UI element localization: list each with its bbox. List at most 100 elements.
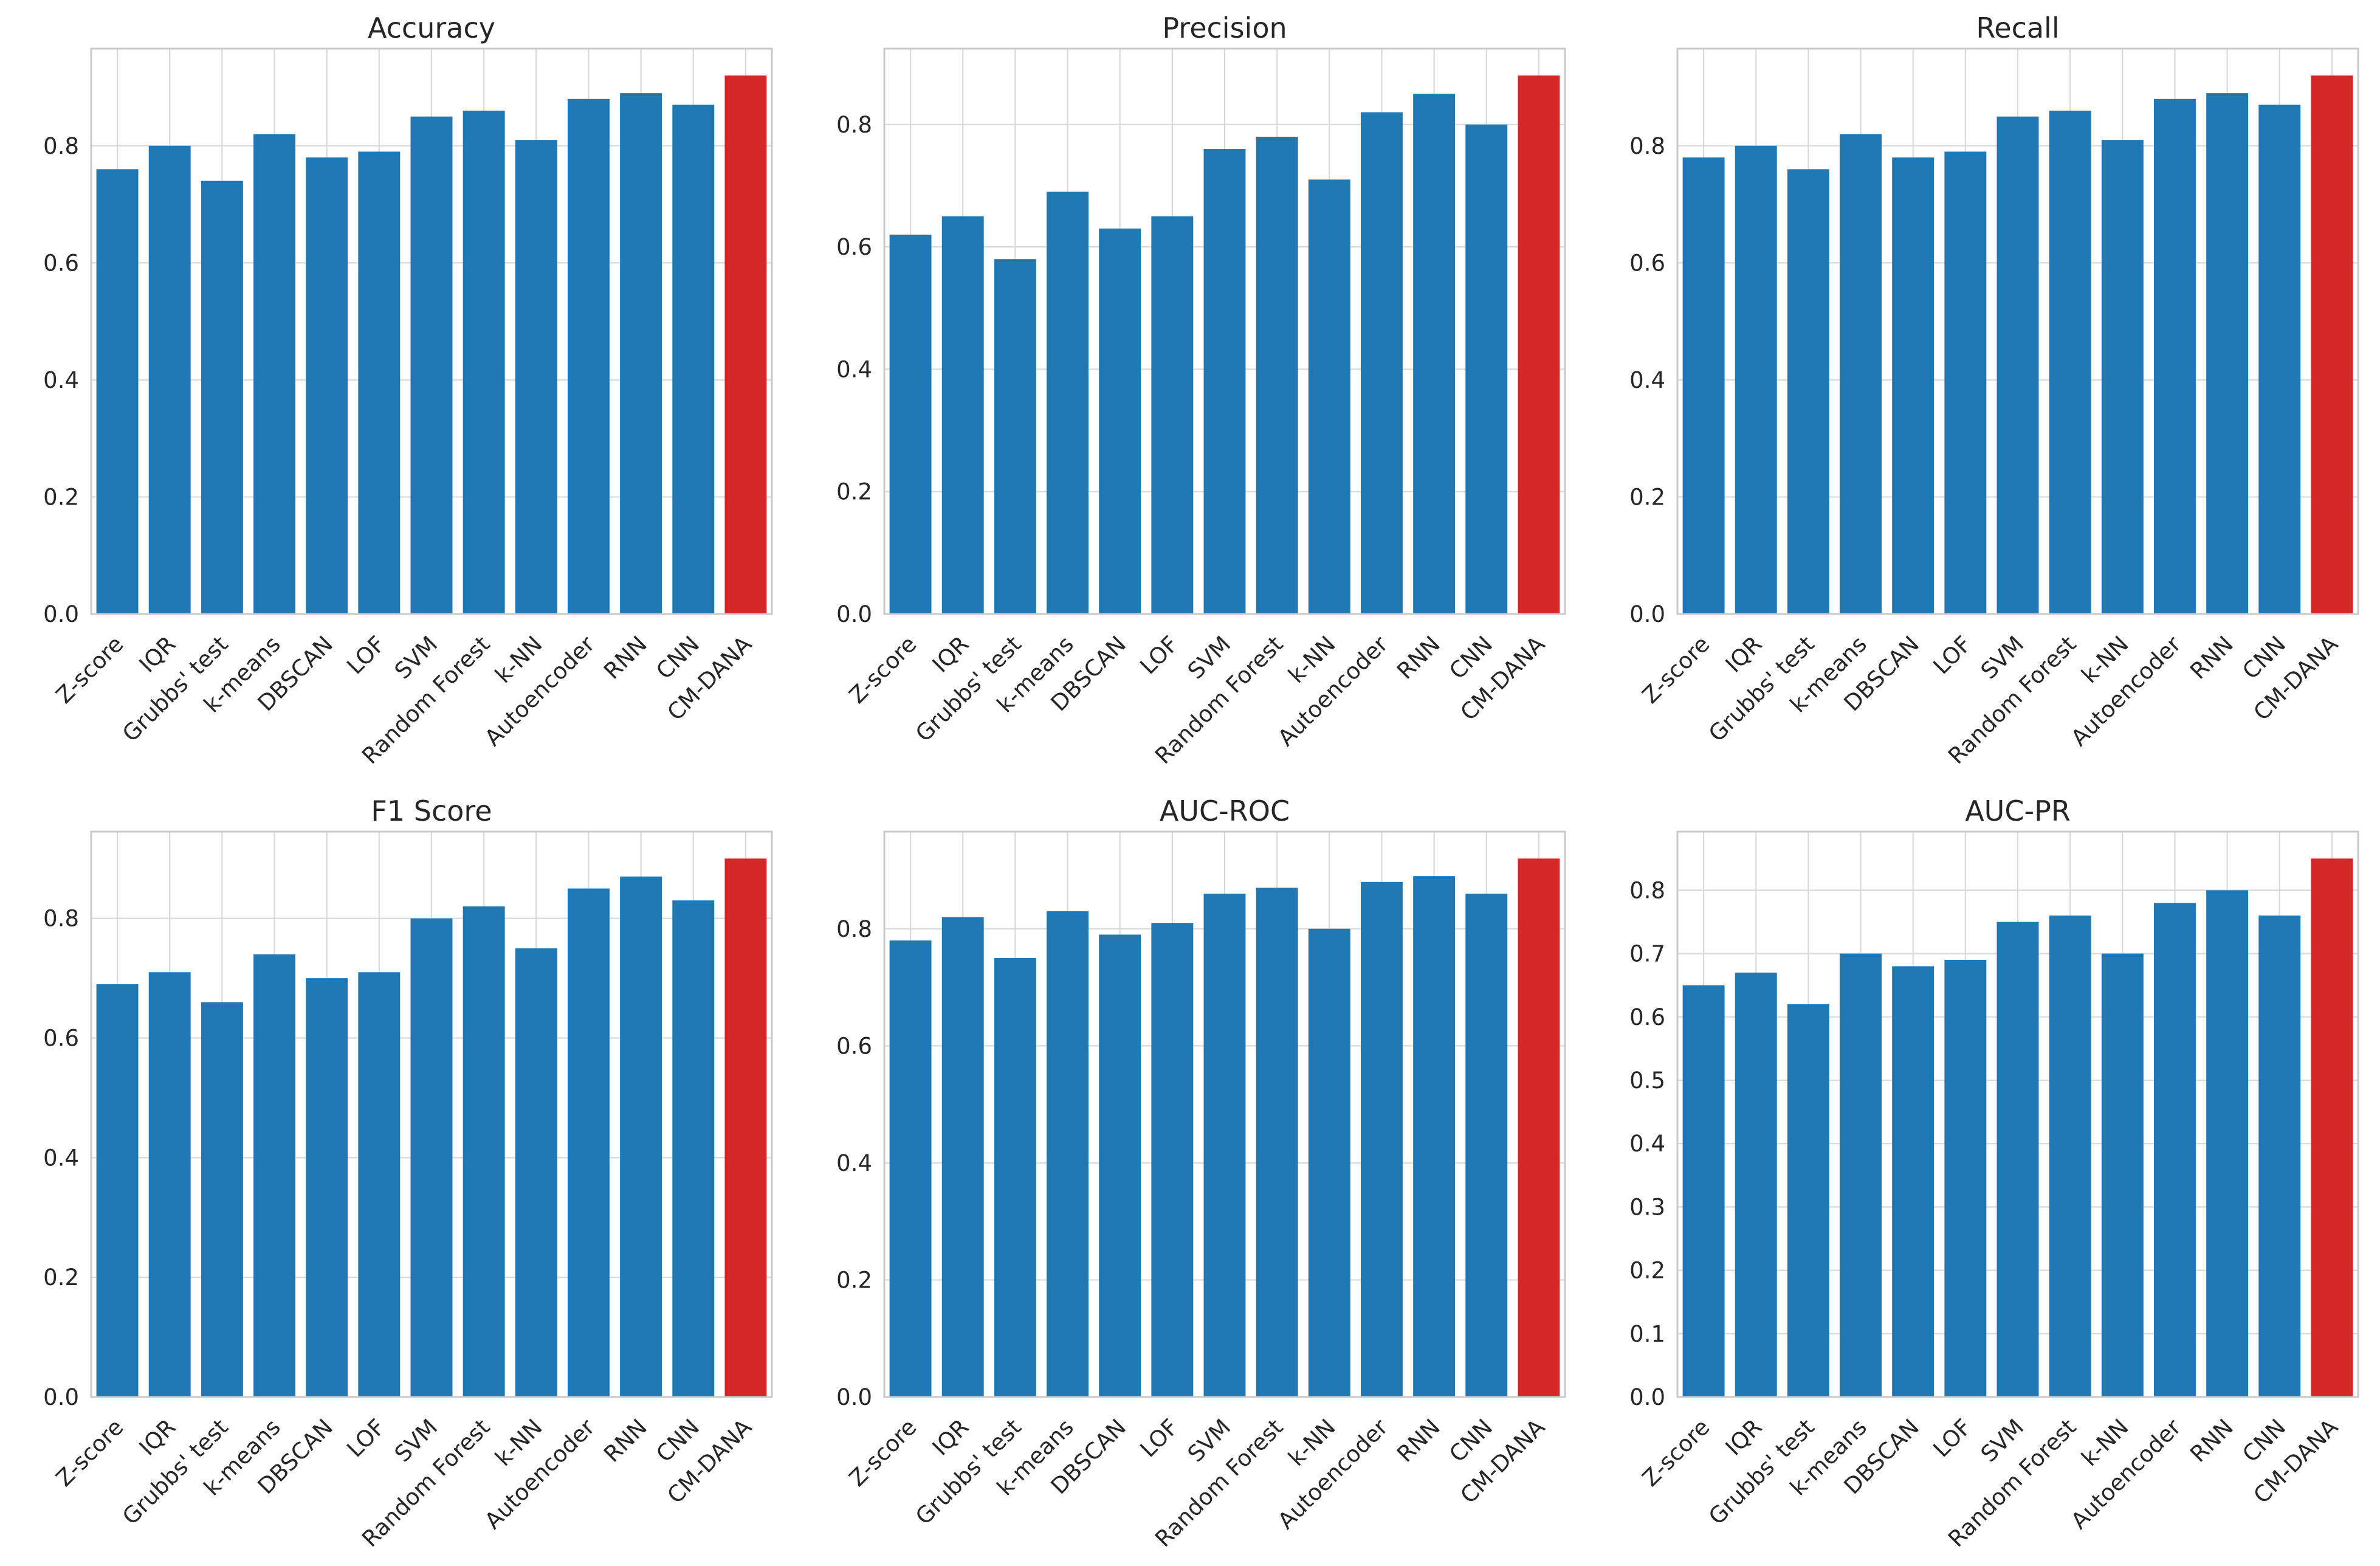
plot-border [883,830,1566,1398]
y-tick-labels: 0.0 0.2 0.4 0.6 0.8 [1629,133,1665,627]
bar-z-score [1682,157,1725,614]
bar-cnn [2258,105,2301,615]
bar-random-forest [2049,916,2091,1397]
y-tick-labels: 0.0 0.2 0.4 0.6 0.8 [836,916,872,1410]
y-tick-labels: 0.0 0.2 0.4 0.6 0.8 [43,906,79,1410]
bar-lof [1151,923,1194,1397]
y-tick-label: 0.0 [836,1384,872,1410]
bar-grubbs-test [1787,169,1829,614]
y-tick-label: 0.4 [1629,367,1665,393]
y-tick-label: 0.5 [1629,1068,1665,1094]
bar-cnn [672,900,715,1397]
chart-auc-roc-title: AUC-ROC [1159,795,1290,827]
x-tick-label-iqr: IQR [134,1414,181,1461]
y-tick-label: 0.1 [1629,1321,1665,1347]
bar-z-score [889,234,932,615]
bar-autoencoder [568,888,610,1397]
chart-accuracy: 0.0 0.2 0.4 0.6 0.8 Z-score IQR Grubbs' test k-m… [0,0,793,783]
bar-k-nn [515,140,557,614]
x-tick-label-lof: LOF [342,1414,390,1463]
plot-border [90,47,773,615]
y-tick-label: 0.8 [1629,133,1665,159]
y-tick-label: 0.2 [43,484,79,510]
y-tick-label: 0.8 [1629,877,1665,903]
bar-random-forest [1256,888,1298,1397]
x-tick-label-iqr: IQR [927,631,974,678]
bar-grubbs-test [994,957,1036,1397]
chart-accuracy-title: Accuracy [367,12,495,44]
x-tick-label-lof: LOF [1135,1414,1183,1463]
x-tick-label-rnn: RNN [599,1414,652,1468]
bar-cm-dana [724,75,767,615]
y-tick-label: 0.8 [836,112,872,138]
bar-cm-dana [1518,858,1560,1397]
bar-dbscan [1892,157,1935,614]
bar-grubbs-test [201,181,243,615]
bar-grubbs-test [1787,1004,1829,1397]
x-tick-label-lof: LOF [1928,1414,1976,1463]
chart-auc-pr: 0.0 0.1 0.2 0.3 0.4 0.5 0.6 0.7 0.8 Z-score IQR Gru… [1586,783,2379,1566]
bar-k-nn [2101,140,2144,614]
y-tick-label: 0.4 [836,356,872,382]
bars [889,858,1560,1397]
y-tick-label: 0.6 [1629,1004,1665,1030]
bar-cnn [2258,916,2301,1397]
x-tick-label-rnn: RNN [2185,1414,2238,1468]
bar-cnn [672,105,715,615]
x-tick-label-iqr: IQR [134,631,181,678]
bar-cm-dana [724,858,767,1397]
bar-lof [358,972,401,1397]
y-tick-label: 0.2 [1629,1258,1665,1284]
bar-random-forest [463,111,505,615]
x-tick-label-z-score: Z-score [51,1414,129,1492]
y-tick-label: 0.6 [1629,250,1665,276]
chart-precision: 0.0 0.2 0.4 0.6 0.8 Z-score IQR Grubbs' test k-m… [793,0,1586,783]
bar-iqr [1735,972,1777,1397]
bar-k-nn [1308,928,1350,1397]
chart-auc-roc: 0.0 0.2 0.4 0.6 0.8 Z-score IQR Grubbs' test k-m… [793,783,1586,1566]
x-tick-label-rnn: RNN [599,631,652,685]
y-tick-label: 0.0 [1629,1384,1665,1410]
x-tick-label-iqr: IQR [1721,631,1767,678]
bar-autoencoder [1361,112,1403,614]
bar-lof [358,151,401,614]
x-tick-label-lof: LOF [1928,631,1976,680]
bar-iqr [148,145,191,614]
bar-iqr [1735,145,1777,614]
x-tick-label-rnn: RNN [2185,631,2238,685]
bar-rnn [2206,93,2249,615]
y-tick-label: 0.0 [43,601,79,627]
bars [1682,75,2353,615]
bar-k-nn [1308,179,1350,614]
bar-k-means [1047,191,1089,614]
bar-iqr [941,216,984,614]
bar-k-means [1047,911,1089,1397]
bar-cm-dana [2311,75,2353,615]
y-tick-label: 0.2 [836,479,872,505]
bar-lof [1944,151,1987,614]
bar-k-nn [2101,953,2144,1397]
bar-iqr [941,917,984,1397]
y-tick-label: 0.0 [43,1384,79,1410]
bar-lof [1944,960,1987,1397]
x-tick-label-rnn: RNN [1392,631,1445,685]
y-tick-label: 0.6 [43,1026,79,1052]
y-tick-label: 0.2 [43,1264,79,1291]
bar-random-forest [463,906,505,1397]
y-tick-label: 0.4 [43,367,79,393]
bar-random-forest [1256,136,1298,614]
chart-f1-score: 0.0 0.2 0.4 0.6 0.8 Z-score IQR Grubbs' test k-m… [0,783,793,1566]
y-tick-label: 0.4 [43,1145,79,1171]
x-tick-label-z-score: Z-score [844,1414,922,1492]
y-tick-label: 0.4 [836,1150,872,1176]
bar-k-means [1840,134,1882,614]
x-tick-label-z-score: Z-score [1637,1414,1715,1492]
chart-auc-pr-title: AUC-PR [1965,795,2071,827]
